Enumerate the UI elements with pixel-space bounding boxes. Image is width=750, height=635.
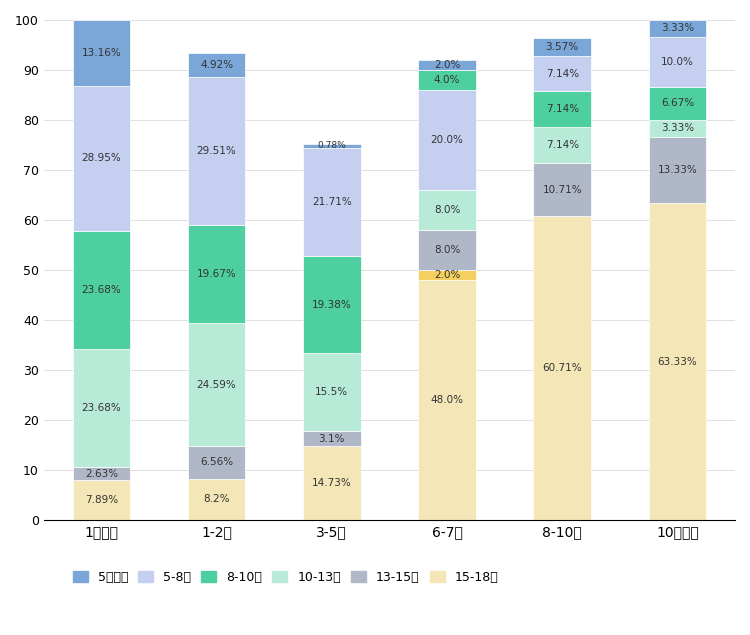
Text: 8.2%: 8.2%: [203, 495, 229, 504]
Bar: [188, 479, 245, 520]
Bar: [188, 446, 245, 479]
Text: 15.5%: 15.5%: [315, 387, 348, 397]
Bar: [73, 349, 130, 467]
Bar: [303, 148, 361, 257]
Text: 23.68%: 23.68%: [82, 403, 122, 413]
Text: 3.33%: 3.33%: [661, 123, 694, 133]
Text: 28.95%: 28.95%: [82, 153, 122, 163]
Text: 24.59%: 24.59%: [196, 380, 236, 390]
Text: 6.67%: 6.67%: [661, 98, 694, 109]
Bar: [419, 190, 476, 230]
Legend: 5万以下, 5-8万, 8-10万, 10-13万, 13-15万, 15-18万: 5万以下, 5-8万, 8-10万, 10-13万, 13-15万, 15-18…: [68, 566, 503, 589]
Text: 0.78%: 0.78%: [317, 142, 346, 150]
Text: 20.0%: 20.0%: [430, 135, 464, 145]
Bar: [188, 323, 245, 446]
Bar: [188, 77, 245, 225]
Text: 7.14%: 7.14%: [545, 69, 579, 79]
Text: 19.67%: 19.67%: [196, 269, 236, 279]
Text: 13.16%: 13.16%: [82, 48, 122, 58]
Bar: [188, 53, 245, 77]
Bar: [533, 127, 591, 163]
Text: 7.89%: 7.89%: [85, 495, 118, 505]
Text: 60.71%: 60.71%: [542, 363, 582, 373]
Bar: [419, 90, 476, 190]
Bar: [419, 70, 476, 90]
Bar: [303, 257, 361, 353]
Bar: [73, 231, 130, 349]
Bar: [73, 20, 130, 86]
Text: 14.73%: 14.73%: [312, 478, 352, 488]
Bar: [73, 481, 130, 520]
Text: 3.1%: 3.1%: [319, 434, 345, 443]
Bar: [533, 91, 591, 127]
Text: 23.68%: 23.68%: [82, 284, 122, 295]
Text: 10.71%: 10.71%: [542, 185, 582, 195]
Text: 19.38%: 19.38%: [312, 300, 352, 310]
Text: 8.0%: 8.0%: [433, 205, 460, 215]
Text: 7.14%: 7.14%: [545, 140, 579, 150]
Text: 3.57%: 3.57%: [545, 42, 579, 52]
Text: 63.33%: 63.33%: [658, 357, 698, 366]
Text: 2.0%: 2.0%: [433, 60, 460, 70]
Bar: [419, 270, 476, 280]
Bar: [533, 163, 591, 217]
Text: 4.0%: 4.0%: [433, 75, 460, 85]
Bar: [533, 38, 591, 56]
Text: 8.0%: 8.0%: [433, 245, 460, 255]
Bar: [73, 467, 130, 481]
Text: 3.33%: 3.33%: [661, 23, 694, 34]
Text: 2.0%: 2.0%: [433, 270, 460, 280]
Bar: [303, 431, 361, 446]
Bar: [649, 203, 706, 520]
Bar: [303, 144, 361, 148]
Text: 2.63%: 2.63%: [85, 469, 118, 479]
Text: 6.56%: 6.56%: [200, 457, 233, 467]
Bar: [303, 353, 361, 431]
Bar: [419, 280, 476, 520]
Bar: [419, 60, 476, 70]
Bar: [188, 225, 245, 323]
Bar: [419, 230, 476, 270]
Bar: [649, 120, 706, 137]
Text: 4.92%: 4.92%: [200, 60, 233, 70]
Bar: [303, 446, 361, 520]
Bar: [73, 86, 130, 231]
Text: 13.33%: 13.33%: [658, 165, 698, 175]
Bar: [649, 37, 706, 87]
Bar: [649, 20, 706, 37]
Text: 7.14%: 7.14%: [545, 104, 579, 114]
Text: 21.71%: 21.71%: [312, 197, 352, 207]
Text: 48.0%: 48.0%: [430, 395, 464, 405]
Bar: [533, 56, 591, 91]
Bar: [649, 87, 706, 120]
Text: 29.51%: 29.51%: [196, 146, 236, 156]
Bar: [649, 137, 706, 203]
Text: 10.0%: 10.0%: [661, 57, 694, 67]
Bar: [533, 217, 591, 520]
